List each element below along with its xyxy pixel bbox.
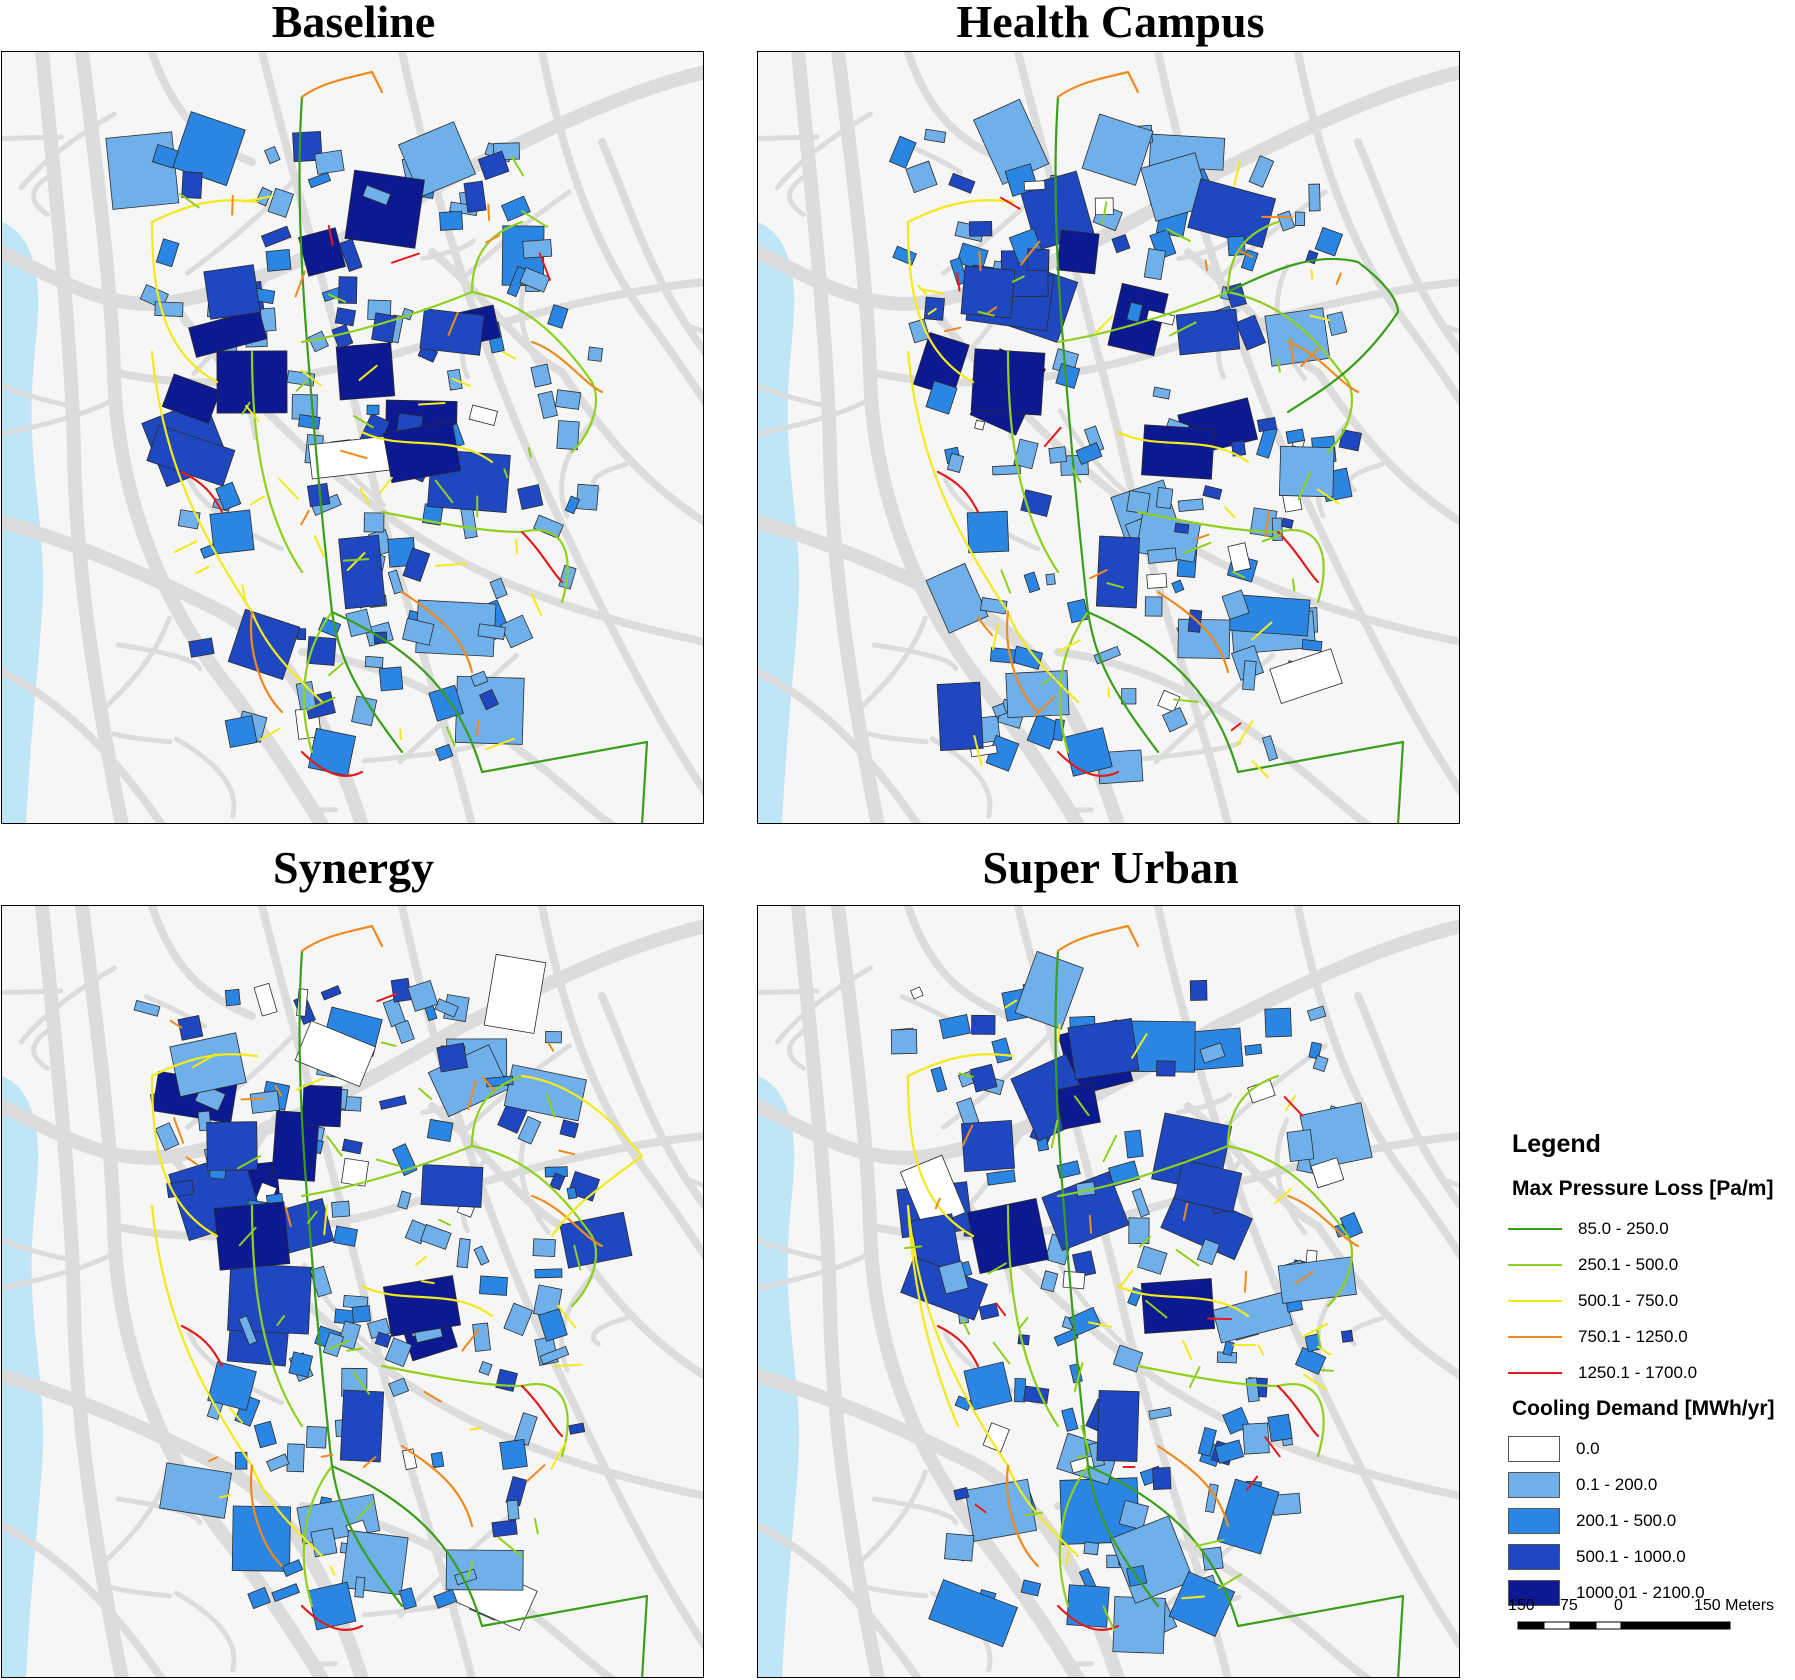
map-canvas[interactable] — [2, 906, 704, 1678]
map-canvas[interactable] — [758, 52, 1460, 824]
cooling-class-label: 0.0 — [1576, 1439, 1600, 1458]
pipe-network[interactable] — [150, 924, 649, 1678]
pressure-class-label: 1250.1 - 1700.0 — [1578, 1363, 1698, 1382]
cooling-color-swatch — [1508, 1508, 1560, 1534]
pipe-network[interactable] — [150, 70, 649, 824]
cooling-class-label: 500.1 - 1000.0 — [1576, 1547, 1686, 1566]
map-baseline[interactable] — [1, 51, 704, 824]
building-layer[interactable] — [105, 111, 604, 777]
pipe-network[interactable] — [906, 70, 1405, 824]
cooling-class-0: 0.0 — [1508, 1431, 1795, 1467]
pressure-class-label: 750.1 - 1250.0 — [1578, 1327, 1688, 1346]
scale-label-150-left: 150 — [1508, 1597, 1535, 1614]
legend: Legend Max Pressure Loss [Pa/m] 85.0 - 2… — [1508, 1130, 1795, 1611]
pressure-class-0: 85.0 - 250.0 — [1508, 1211, 1795, 1247]
pressure-class-3: 750.1 - 1250.0 — [1508, 1319, 1795, 1355]
map-super-urban[interactable] — [757, 905, 1460, 1678]
panel-title-super-urban: Super Urban — [982, 842, 1239, 893]
scale-label-0: 0 — [1614, 1597, 1623, 1614]
pressure-class-label: 85.0 - 250.0 — [1578, 1219, 1669, 1238]
pressure-class-label: 250.1 - 500.0 — [1578, 1255, 1679, 1274]
cooling-class-label: 0.1 - 200.0 — [1576, 1475, 1658, 1494]
pressure-line-swatch — [1508, 1336, 1562, 1338]
pressure-line-swatch — [1508, 1264, 1562, 1266]
cooling-class-3: 500.1 - 1000.0 — [1508, 1539, 1795, 1575]
pressure-line-swatch — [1508, 1372, 1562, 1374]
street-layer — [2, 52, 703, 823]
map-synergy[interactable] — [1, 905, 704, 1678]
cooling-class-2: 200.1 - 500.0 — [1508, 1503, 1795, 1539]
panel-title-synergy: Synergy — [273, 842, 434, 893]
building-layer[interactable] — [133, 953, 633, 1631]
pressure-heading: Max Pressure Loss [Pa/m] — [1512, 1177, 1774, 1200]
pressure-class-1: 250.1 - 500.0 — [1508, 1247, 1795, 1283]
cooling-class-1: 0.1 - 200.0 — [1508, 1467, 1795, 1503]
pressure-class-4: 1250.1 - 1700.0 — [1508, 1355, 1795, 1391]
scale-label-75: 75 — [1560, 1597, 1578, 1614]
scale-bar: 150 75 0 150 Meters — [1508, 1597, 1793, 1657]
cooling-color-swatch — [1508, 1436, 1560, 1462]
legend-title: Legend — [1512, 1130, 1601, 1158]
building-layer[interactable] — [888, 98, 1362, 785]
scale-label-meters: 150 Meters — [1694, 1597, 1775, 1614]
cooling-heading: Cooling Demand [MWh/yr] — [1512, 1397, 1775, 1420]
cooling-class-4: 1000.01 - 2100.0 — [1508, 1575, 1795, 1611]
cooling-color-swatch — [1508, 1580, 1560, 1606]
cooling-color-swatch — [1508, 1544, 1560, 1570]
pressure-line-swatch — [1508, 1300, 1562, 1302]
pressure-class-label: 500.1 - 750.0 — [1578, 1291, 1679, 1310]
cooling-color-swatch — [1508, 1472, 1560, 1498]
map-canvas[interactable] — [2, 52, 704, 824]
map-health-campus[interactable] — [757, 51, 1460, 824]
scale-bar-graphic — [1517, 1621, 1731, 1630]
pipe-network[interactable] — [904, 924, 1405, 1678]
cooling-class-label: 1000.01 - 2100.0 — [1576, 1583, 1705, 1602]
panel-title-health-campus: Health Campus — [956, 0, 1265, 47]
pressure-line-swatch — [1508, 1228, 1562, 1230]
cooling-class-label: 200.1 - 500.0 — [1576, 1511, 1677, 1530]
map-canvas[interactable] — [758, 906, 1460, 1678]
panel-title-baseline: Baseline — [271, 0, 436, 47]
pressure-class-2: 500.1 - 750.0 — [1508, 1283, 1795, 1319]
